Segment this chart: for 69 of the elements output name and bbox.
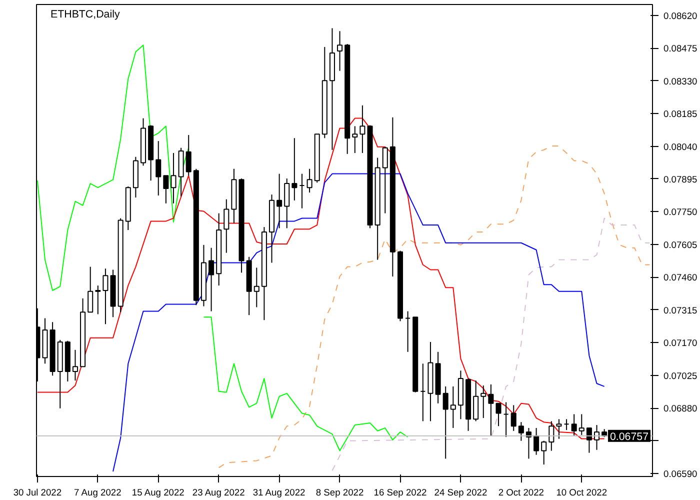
line-series bbox=[332, 218, 650, 472]
candlestick bbox=[405, 310, 411, 352]
candlestick bbox=[102, 268, 108, 325]
candlestick bbox=[163, 175, 169, 204]
x-tick-label: 30 Jul 2022 bbox=[13, 488, 62, 498]
candlestick bbox=[276, 173, 282, 229]
y-tick-label: 0.07170 bbox=[664, 338, 698, 348]
candlestick bbox=[548, 420, 554, 452]
x-tick-label: 7 Aug 2022 bbox=[74, 488, 122, 498]
candlestick bbox=[420, 363, 426, 422]
candlestick bbox=[556, 418, 562, 440]
candlestick bbox=[88, 266, 94, 313]
y-tick-label: 0.07895 bbox=[664, 174, 698, 184]
candlestick bbox=[473, 380, 479, 422]
y-tick-label: 0.07460 bbox=[664, 272, 698, 283]
candlestick bbox=[534, 427, 540, 456]
x-tick-label: 10 Oct 2022 bbox=[556, 488, 608, 498]
candlestick bbox=[337, 30, 343, 72]
y-tick-label: 0.08040 bbox=[664, 142, 698, 152]
candlestick bbox=[299, 173, 305, 209]
candlestick bbox=[510, 404, 516, 432]
candlestick bbox=[503, 402, 509, 438]
y-tick-label: 0.08330 bbox=[664, 76, 698, 86]
line-series bbox=[218, 146, 650, 468]
x-tick-label: 16 Sep 2022 bbox=[374, 488, 427, 498]
ref-line-label: 0.06757 bbox=[610, 430, 649, 443]
candlestick bbox=[578, 414, 584, 436]
candlestick bbox=[496, 402, 502, 427]
candlestick bbox=[488, 384, 494, 436]
candlestick bbox=[541, 440, 547, 466]
y-tick-label: 0.07605 bbox=[664, 240, 698, 250]
line-series bbox=[112, 173, 605, 472]
candlestick bbox=[224, 198, 230, 254]
x-tick-label: 15 Aug 2022 bbox=[132, 488, 184, 498]
y-tick-label: 0.07315 bbox=[664, 305, 698, 316]
candlestick bbox=[156, 140, 162, 196]
candlestick bbox=[254, 267, 260, 308]
candlestick bbox=[480, 385, 486, 419]
x-tick-label: 8 Sep 2022 bbox=[316, 488, 364, 498]
candlestick bbox=[564, 418, 570, 430]
y-tick-label: 0.08185 bbox=[664, 109, 698, 120]
x-tick-label: 31 Aug 2022 bbox=[252, 488, 306, 498]
x-tick-label: 23 Aug 2022 bbox=[192, 488, 245, 498]
candlestick bbox=[95, 285, 101, 315]
y-tick-label: 0.07025 bbox=[664, 370, 698, 381]
x-tick-label: 2 Oct 2022 bbox=[498, 488, 544, 498]
y-tick-label: 0.07750 bbox=[664, 207, 698, 218]
y-tick-label: 0.06880 bbox=[664, 404, 698, 414]
candlestick bbox=[186, 134, 192, 176]
candlestick bbox=[360, 104, 366, 154]
candlestick bbox=[292, 138, 298, 201]
y-tick-label: 0.08475 bbox=[664, 44, 698, 54]
candlestick bbox=[586, 427, 592, 454]
candlestick bbox=[208, 247, 214, 312]
candlestick bbox=[170, 152, 176, 204]
candlestick bbox=[571, 414, 577, 436]
candlestick bbox=[306, 168, 312, 194]
candlestick bbox=[72, 349, 78, 382]
candlestick bbox=[518, 422, 524, 442]
candlestick bbox=[450, 386, 456, 428]
candlestick bbox=[382, 146, 388, 214]
candlestick bbox=[284, 178, 290, 229]
y-tick-label: 0.08620 bbox=[664, 10, 698, 21]
candlestick bbox=[442, 386, 448, 460]
line-series bbox=[36, 118, 605, 440]
x-tick-label: 24 Sep 2022 bbox=[434, 488, 488, 498]
chart-title: ETHBTC,Daily bbox=[50, 8, 120, 20]
candlestick bbox=[352, 126, 358, 154]
y-tick-label: 0.06590 bbox=[664, 469, 698, 480]
